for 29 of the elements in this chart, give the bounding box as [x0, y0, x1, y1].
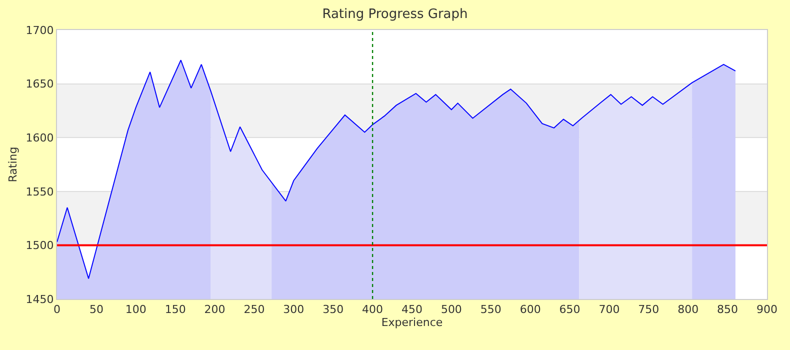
x-tick-label: 200	[204, 303, 226, 316]
y-tick-label: 1450	[26, 292, 54, 306]
x-tick-label: 0	[54, 303, 60, 316]
x-tick-label: 600	[520, 303, 541, 316]
x-tick-label: 150	[164, 303, 186, 316]
x-tick-label: 50	[89, 303, 104, 316]
x-tick-label: 650	[559, 303, 580, 316]
chart-title: Rating Progress Graph	[322, 6, 468, 22]
y-tick-label: 1700	[26, 24, 54, 37]
x-tick-label: 300	[283, 303, 304, 316]
x-tick-label: 700	[598, 303, 620, 316]
x-tick-label: 100	[125, 303, 146, 316]
line-series	[57, 60, 736, 280]
x-tick-label: 850	[717, 303, 738, 316]
x-tick-label: 750	[638, 303, 660, 316]
x-tick-label: 400	[362, 303, 384, 316]
x-tick-label: 450	[402, 303, 422, 316]
x-tick-label: 550	[480, 303, 502, 316]
x-axis-title: Experience	[381, 316, 443, 330]
y-tick-label: 1650	[26, 78, 54, 91]
y-tick-label: 1550	[26, 185, 54, 198]
x-tick-label: 250	[244, 303, 265, 316]
x-tick-label: 350	[322, 303, 344, 316]
y-tick-label: 1500	[26, 239, 54, 252]
x-tick-label: 800	[678, 303, 699, 316]
y-axis-title: Rating	[6, 146, 20, 182]
x-tick-label: 900	[756, 303, 778, 316]
x-tick-label: 500	[440, 303, 462, 316]
y-tick-label: 1600	[26, 131, 54, 144]
